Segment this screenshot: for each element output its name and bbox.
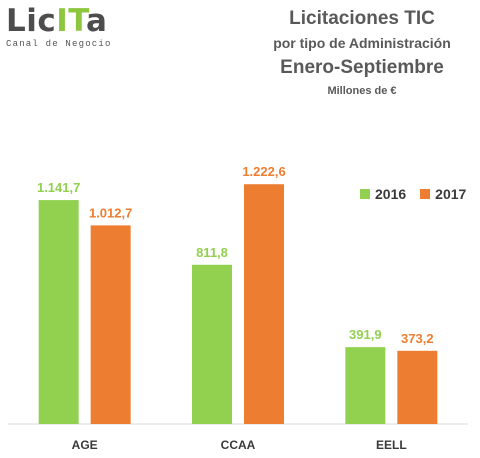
bar-age-2016 — [38, 200, 79, 424]
legend-swatch-2016 — [360, 189, 370, 199]
data-label-ccaa-2017: 1.222,6 — [242, 164, 285, 179]
bar-ccaa-2017 — [244, 184, 284, 424]
chart-period: Enero-Septiembre — [280, 57, 444, 78]
chart-units: Millones de € — [327, 85, 397, 97]
logo-word-accent: IT — [56, 3, 86, 39]
chart-legend: 2016 2017 — [360, 186, 480, 202]
x-tick-label-eell: EELL — [376, 438, 407, 452]
data-label-eell-2017: 373,2 — [401, 331, 434, 346]
data-label-ccaa-2016: 811,8 — [196, 245, 228, 260]
x-tick-label-age: AGE — [72, 438, 98, 452]
legend-item-2016: 2016 — [360, 186, 406, 202]
chart-header: Licitaciones TIC por tipo de Administrac… — [250, 6, 474, 100]
logo-word-end: a — [85, 3, 108, 39]
chart-title: Licitaciones TIC — [289, 8, 435, 29]
licita-logo: LicITa Canal de Negocio — [6, 4, 112, 49]
bar-eell-2016 — [345, 347, 386, 424]
legend-label-2017: 2017 — [435, 186, 467, 202]
bar-eell-2017 — [397, 350, 438, 424]
bar-age-2017 — [90, 225, 131, 424]
bar-ccaa-2016 — [192, 264, 232, 424]
data-label-age-2016: 1.141,7 — [37, 180, 80, 195]
data-label-age-2017: 1.012,7 — [89, 205, 132, 220]
legend-label-2016: 2016 — [375, 186, 407, 202]
data-label-eell-2016: 391,9 — [349, 327, 382, 342]
logo-tagline: Canal de Negocio — [6, 39, 112, 49]
x-tick-label-ccaa: CCAA — [221, 438, 256, 452]
legend-swatch-2017 — [420, 189, 431, 199]
logo-wordmark: LicITa — [6, 4, 112, 38]
logo-word-start: Lic — [6, 3, 57, 39]
legend-item-2017: 2017 — [420, 186, 466, 202]
chart-subtitle: por tipo de Administración — [273, 35, 451, 51]
